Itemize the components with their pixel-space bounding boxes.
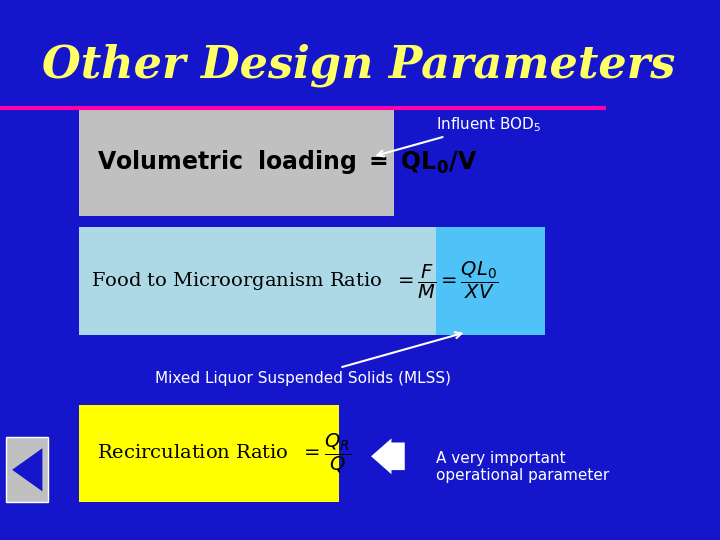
FancyBboxPatch shape [6, 437, 48, 502]
FancyBboxPatch shape [78, 108, 394, 216]
Text: A very important
operational parameter: A very important operational parameter [436, 451, 609, 483]
FancyBboxPatch shape [78, 227, 545, 335]
Text: $\mathit{\mathbf{Volumetric\ \ loading\ =\ QL_0/V}}$: $\mathit{\mathbf{Volumetric\ \ loading\ … [97, 148, 477, 176]
FancyBboxPatch shape [436, 227, 545, 335]
Text: Influent BOD$_5$: Influent BOD$_5$ [377, 115, 541, 157]
Text: Food to Microorganism Ratio  $= \dfrac{F}{M} = \dfrac{QL_0}{XV}$: Food to Microorganism Ratio $= \dfrac{F}… [91, 260, 498, 301]
Text: Mixed Liquor Suspended Solids (MLSS): Mixed Liquor Suspended Solids (MLSS) [155, 332, 462, 386]
Text: Other Design Parameters: Other Design Parameters [42, 43, 675, 86]
Polygon shape [12, 448, 42, 491]
FancyBboxPatch shape [78, 405, 339, 502]
FancyArrow shape [369, 436, 406, 477]
Text: Recirculation Ratio  $= \dfrac{Q_R}{Q}$: Recirculation Ratio $= \dfrac{Q_R}{Q}$ [97, 432, 351, 475]
